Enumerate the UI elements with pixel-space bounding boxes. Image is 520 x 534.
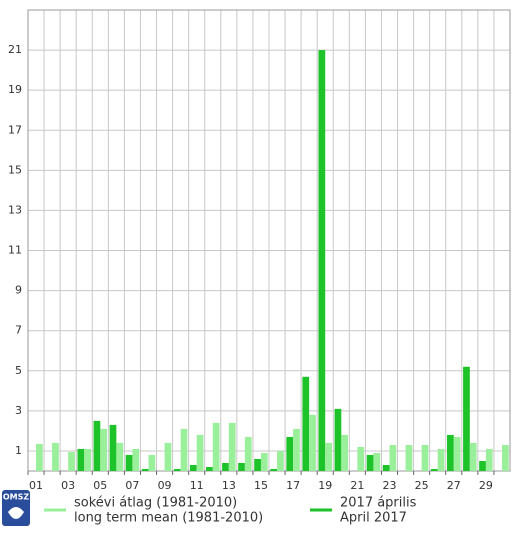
y-tick-label: 19 <box>8 83 22 96</box>
y-tick-label: 11 <box>8 244 22 257</box>
bar <box>389 444 397 471</box>
x-tick-label: 11 <box>190 479 204 492</box>
bar <box>93 420 101 471</box>
y-tick-label: 1 <box>15 444 22 457</box>
bar <box>260 452 268 471</box>
bar <box>148 454 156 471</box>
bar <box>180 428 188 471</box>
x-tick-label: 29 <box>479 479 493 492</box>
bar <box>430 468 438 471</box>
y-tick-label: 13 <box>8 203 22 216</box>
bar <box>479 460 486 471</box>
legend-label: sokévi átlag (1981-2010) <box>74 496 237 511</box>
bar <box>244 436 252 471</box>
legend-label-en: April 2017 <box>340 511 407 526</box>
x-tick-label: 09 <box>158 479 172 492</box>
x-tick-label: 05 <box>93 479 107 492</box>
x-tick-label: 13 <box>222 479 236 492</box>
bar <box>189 464 197 471</box>
bar <box>68 451 75 471</box>
x-tick-label: 25 <box>415 479 429 492</box>
bar <box>238 462 245 471</box>
bar <box>293 428 300 471</box>
bar <box>196 434 204 471</box>
y-tick-label: 21 <box>8 43 22 56</box>
y-tick-label: 3 <box>15 404 22 417</box>
bar <box>405 444 413 471</box>
y-tick-label: 9 <box>15 284 22 297</box>
x-tick-label: 27 <box>447 479 461 492</box>
bar <box>334 408 342 471</box>
bar <box>277 450 284 471</box>
legend-label: 2017 április <box>340 496 417 511</box>
bar <box>100 428 108 471</box>
bar <box>77 448 85 471</box>
x-tick-label: 07 <box>125 479 139 492</box>
bar <box>36 443 43 471</box>
bar <box>366 454 374 471</box>
bar <box>447 434 454 471</box>
x-tick-label: 21 <box>350 479 364 492</box>
bar <box>469 442 477 471</box>
bar <box>309 414 316 471</box>
bar <box>270 468 278 471</box>
bar <box>206 466 213 471</box>
bar <box>222 462 229 471</box>
bar <box>173 468 181 471</box>
bar <box>254 458 261 471</box>
y-tick-label: 17 <box>8 123 22 136</box>
bar <box>453 436 461 471</box>
logo-text: OMSZ <box>3 493 30 502</box>
y-tick-label: 5 <box>15 364 22 377</box>
bar <box>421 444 429 471</box>
bar <box>228 422 236 471</box>
bar <box>382 464 390 471</box>
bar <box>302 376 310 471</box>
bar <box>164 442 172 471</box>
bar <box>485 448 493 471</box>
bar <box>84 448 91 471</box>
bar <box>286 436 294 471</box>
bar <box>52 442 59 471</box>
logo: OMSZ <box>2 490 30 526</box>
bar <box>141 468 149 471</box>
x-tick-label: 15 <box>254 479 268 492</box>
x-tick-label: 03 <box>61 479 75 492</box>
y-tick-label: 15 <box>8 163 22 176</box>
x-tick-label: 17 <box>286 479 300 492</box>
bar <box>373 452 381 471</box>
bar <box>463 366 470 471</box>
bar <box>212 422 220 471</box>
bar <box>116 442 124 471</box>
bar <box>109 424 117 471</box>
bar <box>318 50 326 472</box>
bar <box>341 434 349 471</box>
x-tick-label: 23 <box>383 479 397 492</box>
bar <box>132 448 140 471</box>
x-tick-label: 01 <box>29 479 43 492</box>
bar <box>325 442 332 471</box>
x-tick-label: 19 <box>318 479 332 492</box>
y-tick-label: 7 <box>15 324 22 337</box>
bar <box>357 446 365 471</box>
legend-label-en: long term mean (1981-2010) <box>74 511 263 526</box>
bar <box>501 444 509 471</box>
logo-drop <box>8 507 24 519</box>
bar <box>437 448 445 471</box>
bar <box>125 454 133 471</box>
